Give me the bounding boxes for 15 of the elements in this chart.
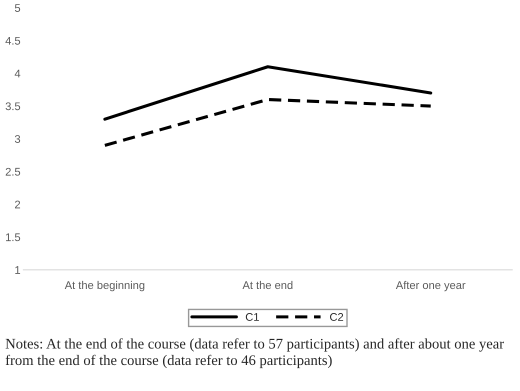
y-tick-label: 3.5: [6, 102, 20, 110]
x-tick-label: At the end: [242, 280, 292, 290]
y-tick-label: 2.5: [6, 168, 20, 176]
y-tick-label: 5: [14, 4, 20, 12]
legend-label: C1: [246, 313, 259, 321]
y-tick-label: 2: [15, 200, 20, 208]
legend-label: C2: [330, 313, 344, 321]
y-tick-label: 3: [14, 135, 20, 143]
y-tick-label: 4: [14, 70, 20, 78]
x-tick-label: At the beginning: [64, 280, 144, 292]
y-tick-label: 4.5: [5, 36, 20, 45]
y-tick-label: 1.5: [6, 233, 20, 242]
y-tick-label: 1: [15, 266, 20, 274]
text: Notes: At the end of the course (data refer to 57 participants) and after about one year from the end of the course (data refer to 46 participants): [6, 338, 504, 368]
x-tick-label: After one year: [396, 280, 466, 292]
